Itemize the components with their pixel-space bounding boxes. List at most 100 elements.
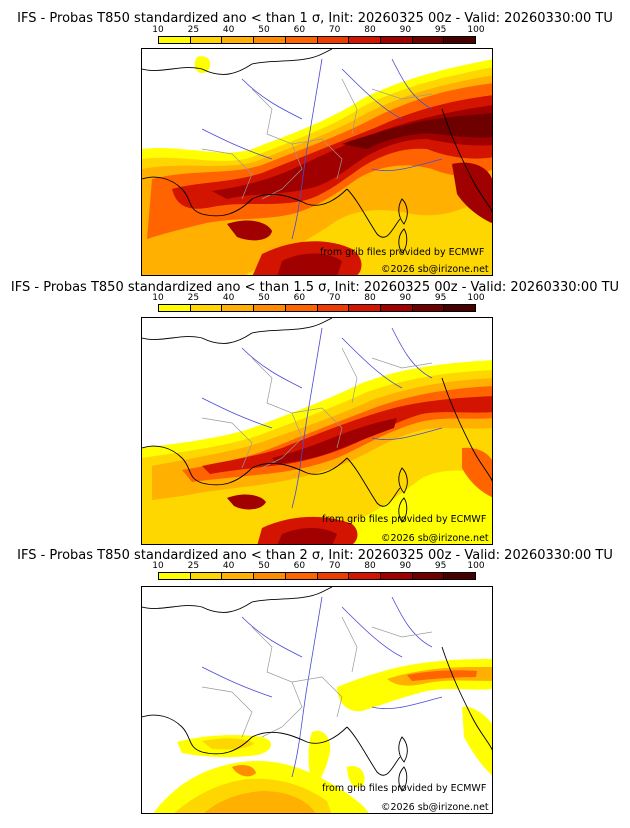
scale-swatch-70 bbox=[317, 573, 350, 579]
scale-tick-label: 70 bbox=[328, 561, 341, 571]
map-canvas bbox=[142, 587, 492, 813]
panel-title: IFS - Probas T850 standardized ano < tha… bbox=[17, 548, 613, 563]
prob-area-south-40 bbox=[204, 791, 316, 813]
scale-bar bbox=[158, 572, 476, 580]
prob-area-lion bbox=[227, 494, 266, 510]
admin-borders bbox=[201, 78, 433, 200]
scale-tick-label: 40 bbox=[222, 293, 235, 303]
map-canvas bbox=[142, 49, 492, 275]
scale-swatch-70 bbox=[317, 37, 350, 43]
prob-area-spot bbox=[232, 765, 256, 777]
scale-tick-label: 40 bbox=[222, 25, 235, 35]
scale-swatch-95 bbox=[412, 305, 445, 311]
prob-area-90 bbox=[272, 418, 397, 464]
data-source-credit: from grib files provided by ECMWF bbox=[322, 783, 487, 794]
prob-area-south-core bbox=[277, 253, 342, 275]
scale-tick-label: 50 bbox=[258, 25, 270, 35]
coastlines bbox=[142, 318, 492, 523]
scale-swatch-40 bbox=[222, 305, 255, 311]
scale-tick-label: 80 bbox=[364, 561, 376, 571]
scale-tick-label: 70 bbox=[328, 293, 341, 303]
scale-tick-label: 90 bbox=[399, 25, 412, 35]
scale-tick-label: 50 bbox=[258, 561, 270, 571]
scale-tick-label: 25 bbox=[187, 561, 200, 571]
scale-tick-label: 50 bbox=[258, 293, 270, 303]
scale-swatch-100 bbox=[444, 37, 476, 43]
rivers bbox=[201, 596, 443, 778]
scale-swatch-80 bbox=[349, 573, 381, 579]
admin-borders bbox=[201, 347, 433, 469]
map-canvas bbox=[142, 318, 492, 544]
copyright-credit: ©2026 sb@irizone.net bbox=[381, 533, 489, 544]
scale-swatch-100 bbox=[444, 573, 476, 579]
scale-swatch-40 bbox=[222, 573, 255, 579]
scale-swatch-10 bbox=[159, 573, 191, 579]
scale-tick-labels: 10 25 40 50 60 70 80 90 95 100 bbox=[152, 561, 484, 572]
scale-swatch-25 bbox=[190, 37, 223, 43]
scale-swatch-60 bbox=[285, 305, 318, 311]
scale-swatch-40 bbox=[222, 37, 255, 43]
coastlines bbox=[142, 49, 492, 254]
probability-color-scale: 10 25 40 50 60 70 80 90 95 100 bbox=[152, 293, 485, 313]
scale-swatch-10 bbox=[159, 37, 191, 43]
scale-tick-label: 10 bbox=[152, 293, 164, 303]
scale-tick-labels: 10 25 40 50 60 70 80 90 95 100 bbox=[152, 293, 484, 304]
scale-swatch-90 bbox=[380, 305, 413, 311]
scale-swatch-60 bbox=[285, 37, 318, 43]
prob-area-lion bbox=[227, 220, 272, 241]
scale-swatch-60 bbox=[285, 573, 318, 579]
scale-tick-label: 60 bbox=[293, 25, 306, 35]
scale-swatch-50 bbox=[254, 573, 286, 579]
scale-swatch-90 bbox=[380, 37, 413, 43]
prob-area-east bbox=[452, 162, 492, 224]
admin-borders bbox=[201, 616, 433, 738]
rivers bbox=[201, 327, 443, 509]
copyright-credit: ©2026 sb@irizone.net bbox=[381, 264, 489, 275]
scale-tick-labels: 10 25 40 50 60 70 80 90 95 100 bbox=[152, 25, 484, 36]
scale-swatch-95 bbox=[412, 573, 445, 579]
scale-tick-label: 95 bbox=[434, 25, 447, 35]
prob-area-east bbox=[462, 706, 492, 776]
probability-color-scale: 10 25 40 50 60 70 80 90 95 100 bbox=[152, 561, 485, 581]
scale-tick-label: 40 bbox=[222, 561, 235, 571]
panel-title: IFS - Probas T850 standardized ano < tha… bbox=[10, 280, 620, 295]
data-source-credit: from grib files provided by ECMWF bbox=[322, 514, 487, 525]
prob-area-east bbox=[462, 447, 492, 498]
scale-tick-label: 80 bbox=[364, 293, 376, 303]
scale-tick-label: 25 bbox=[187, 25, 200, 35]
scale-swatch-25 bbox=[190, 573, 223, 579]
scale-tick-label: 100 bbox=[467, 25, 485, 35]
scale-swatch-50 bbox=[254, 37, 286, 43]
probability-map: from grib files provided by ECMWF ©2026 … bbox=[141, 586, 493, 814]
scale-swatch-100 bbox=[444, 305, 476, 311]
probability-map: from grib files provided by ECMWF ©2026 … bbox=[141, 317, 493, 545]
scale-tick-label: 95 bbox=[434, 293, 447, 303]
scale-swatch-50 bbox=[254, 305, 286, 311]
scale-bar bbox=[158, 304, 476, 312]
prob-area-med bbox=[308, 730, 331, 787]
scale-swatch-95 bbox=[412, 37, 445, 43]
scale-tick-label: 25 bbox=[187, 293, 200, 303]
coastlines bbox=[142, 587, 492, 792]
prob-area-95 bbox=[342, 113, 492, 149]
scale-swatch-10 bbox=[159, 305, 191, 311]
scale-tick-label: 100 bbox=[467, 561, 485, 571]
probability-color-scale: 10 25 40 50 60 70 80 90 95 100 bbox=[152, 25, 485, 45]
prob-area-med2 bbox=[347, 765, 365, 788]
scale-tick-label: 10 bbox=[152, 25, 164, 35]
scale-swatch-80 bbox=[349, 37, 381, 43]
scale-tick-label: 10 bbox=[152, 561, 164, 571]
data-source-credit: from grib files provided by ECMWF bbox=[320, 247, 485, 258]
scale-tick-label: 80 bbox=[364, 25, 376, 35]
prob-area-south-core bbox=[277, 528, 337, 544]
scale-tick-label: 90 bbox=[399, 293, 412, 303]
scale-tick-label: 100 bbox=[467, 293, 485, 303]
scale-tick-label: 95 bbox=[434, 561, 447, 571]
copyright-credit: ©2026 sb@irizone.net bbox=[381, 802, 489, 813]
prob-area-alps-60 bbox=[407, 670, 477, 681]
scale-tick-label: 90 bbox=[399, 561, 412, 571]
scale-swatch-90 bbox=[380, 573, 413, 579]
scale-swatch-25 bbox=[190, 305, 223, 311]
panel-title: IFS - Probas T850 standardized ano < tha… bbox=[17, 11, 613, 26]
scale-swatch-70 bbox=[317, 305, 350, 311]
